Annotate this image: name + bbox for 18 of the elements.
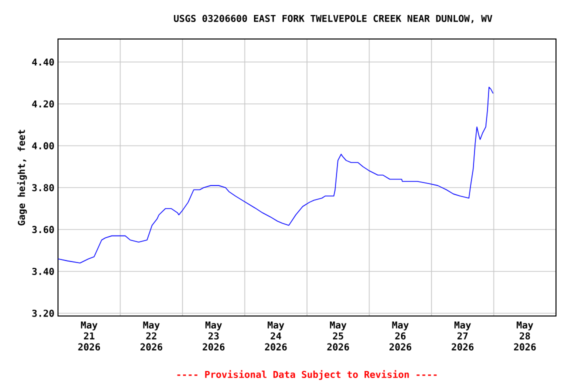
x-tick-label: May 23 2026 — [202, 322, 225, 350]
y-tick-label: 3.20 — [32, 310, 54, 317]
x-tick-label: May 26 2026 — [390, 322, 412, 350]
y-tick-label: 4.40 — [32, 58, 54, 66]
x-tick-label: May 27 2026 — [452, 322, 474, 350]
chart-title: USGS 03206600 EAST FORK TWELVEPOLE CREEK NEAR DUNLOW, WV — [174, 14, 492, 24]
y-tick-label: 4.20 — [32, 100, 54, 108]
y-axis-title: Gage height, feet — [17, 130, 27, 226]
x-tick-label: May 25 2026 — [327, 322, 350, 350]
x-tick-label: May 22 2026 — [140, 322, 162, 350]
y-tick-label: 3.60 — [32, 226, 54, 234]
y-tick-label: 3.80 — [32, 184, 54, 192]
y-tick-label: 4.00 — [32, 142, 54, 150]
x-tick-label: May 28 2026 — [514, 322, 536, 350]
x-tick-label: May 24 2026 — [265, 322, 287, 350]
text: ---- Provisional Data Subject to Revision ---- — [177, 370, 437, 380]
y-tick-label: 3.40 — [32, 268, 54, 275]
x-tick-label: May 21 2026 — [78, 322, 100, 350]
